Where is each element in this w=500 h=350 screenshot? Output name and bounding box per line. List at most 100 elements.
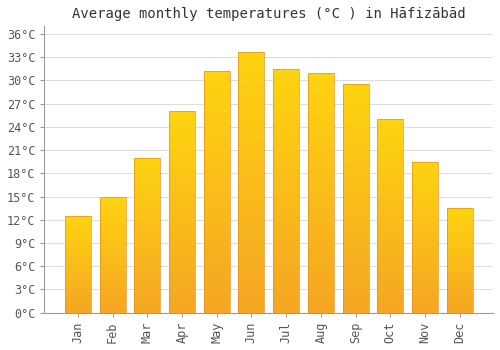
Bar <box>377 241 404 243</box>
Bar <box>134 254 160 256</box>
Bar <box>273 281 299 284</box>
Bar <box>377 297 404 299</box>
Bar <box>377 224 404 226</box>
Bar <box>65 311 91 312</box>
Bar <box>342 292 368 294</box>
Bar <box>65 224 91 225</box>
Bar <box>204 228 230 231</box>
Bar <box>308 207 334 210</box>
Bar <box>100 307 126 308</box>
Bar <box>204 286 230 288</box>
Bar <box>446 225 472 226</box>
Bar <box>65 216 91 217</box>
Bar <box>412 225 438 226</box>
Bar <box>169 282 195 285</box>
Bar <box>65 254 91 256</box>
Bar <box>65 245 91 246</box>
Bar <box>204 103 230 105</box>
Bar <box>100 237 126 238</box>
Bar <box>204 88 230 91</box>
Bar <box>134 186 160 187</box>
Bar <box>100 219 126 220</box>
Bar <box>377 119 404 313</box>
Bar <box>204 231 230 233</box>
Bar <box>377 129 404 131</box>
Bar <box>100 263 126 264</box>
Bar <box>377 136 404 139</box>
Bar <box>100 304 126 306</box>
Bar <box>204 267 230 269</box>
Bar <box>342 224 368 226</box>
Bar <box>446 265 472 266</box>
Bar <box>204 211 230 214</box>
Bar <box>308 149 334 152</box>
Bar <box>342 294 368 297</box>
Bar <box>446 226 472 227</box>
Bar <box>238 211 264 213</box>
Bar <box>238 300 264 302</box>
Bar <box>100 230 126 231</box>
Bar <box>446 210 472 211</box>
Bar <box>134 245 160 246</box>
Bar <box>134 159 160 161</box>
Bar <box>377 235 404 237</box>
Bar <box>273 176 299 178</box>
Bar <box>342 272 368 274</box>
Bar <box>204 71 230 313</box>
Bar <box>342 212 368 215</box>
Bar <box>412 174 438 175</box>
Bar <box>273 252 299 254</box>
Bar <box>100 197 126 313</box>
Bar <box>308 272 334 274</box>
Bar <box>412 198 438 200</box>
Bar <box>169 170 195 172</box>
Bar <box>65 246 91 247</box>
Bar <box>134 197 160 198</box>
Bar <box>204 243 230 245</box>
Bar <box>169 208 195 210</box>
Bar <box>100 273 126 274</box>
Bar <box>65 236 91 237</box>
Bar <box>342 253 368 256</box>
Bar <box>308 109 334 111</box>
Bar <box>204 175 230 177</box>
Bar <box>308 75 334 77</box>
Bar <box>377 228 404 230</box>
Bar <box>273 132 299 135</box>
Bar <box>204 296 230 298</box>
Bar <box>65 256 91 257</box>
Bar <box>377 309 404 311</box>
Bar <box>134 198 160 200</box>
Bar <box>446 243 472 244</box>
Bar <box>273 215 299 218</box>
Bar <box>446 224 472 225</box>
Bar <box>169 127 195 130</box>
Bar <box>308 171 334 174</box>
Bar <box>342 114 368 116</box>
Bar <box>273 271 299 274</box>
Bar <box>65 233 91 234</box>
Bar <box>238 88 264 91</box>
Bar <box>446 238 472 239</box>
Bar <box>273 96 299 98</box>
Bar <box>412 219 438 220</box>
Bar <box>342 84 368 313</box>
Bar <box>100 243 126 244</box>
Bar <box>377 251 404 253</box>
Bar <box>308 222 334 224</box>
Bar <box>412 279 438 281</box>
Bar <box>238 52 264 55</box>
Bar <box>342 244 368 246</box>
Bar <box>134 240 160 242</box>
Bar <box>446 285 472 286</box>
Bar <box>342 308 368 310</box>
Bar <box>65 282 91 283</box>
Bar <box>446 297 472 298</box>
Bar <box>273 84 299 86</box>
Bar <box>273 79 299 81</box>
Bar <box>100 221 126 222</box>
Bar <box>377 152 404 154</box>
Bar <box>342 146 368 148</box>
Bar <box>446 262 472 264</box>
Bar <box>238 73 264 75</box>
